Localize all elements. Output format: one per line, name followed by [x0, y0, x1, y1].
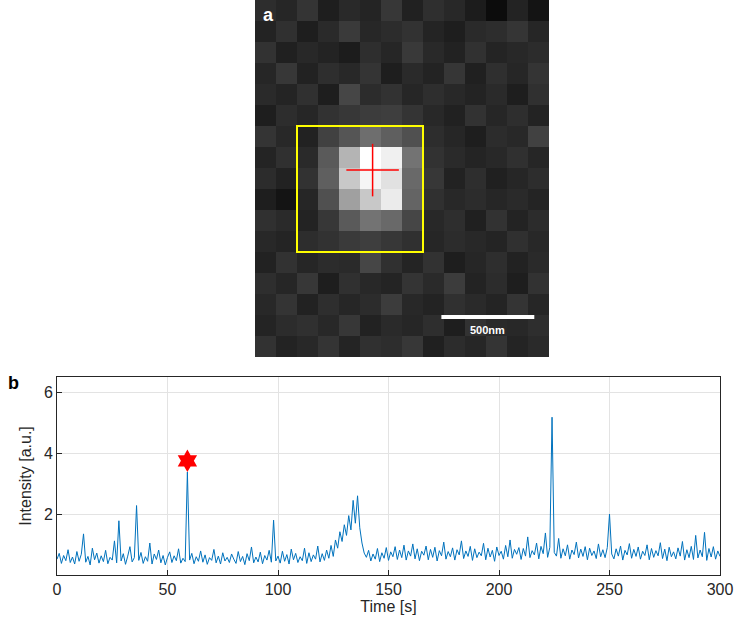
svg-text:a: a [263, 5, 274, 25]
svg-text:50: 50 [159, 581, 177, 598]
svg-text:300: 300 [707, 581, 734, 598]
svg-text:b: b [8, 373, 19, 393]
svg-text:Intensity [a.u.]: Intensity [a.u.] [17, 426, 34, 526]
svg-text:6: 6 [44, 384, 53, 401]
svg-text:250: 250 [596, 581, 623, 598]
svg-text:Time [s]: Time [s] [360, 598, 416, 615]
svg-text:150: 150 [375, 581, 402, 598]
svg-text:200: 200 [486, 581, 513, 598]
svg-text:0: 0 [53, 581, 62, 598]
svg-text:4: 4 [44, 445, 53, 462]
svg-text:500nm: 500nm [470, 324, 505, 336]
svg-text:2: 2 [44, 506, 53, 523]
svg-text:100: 100 [265, 581, 292, 598]
